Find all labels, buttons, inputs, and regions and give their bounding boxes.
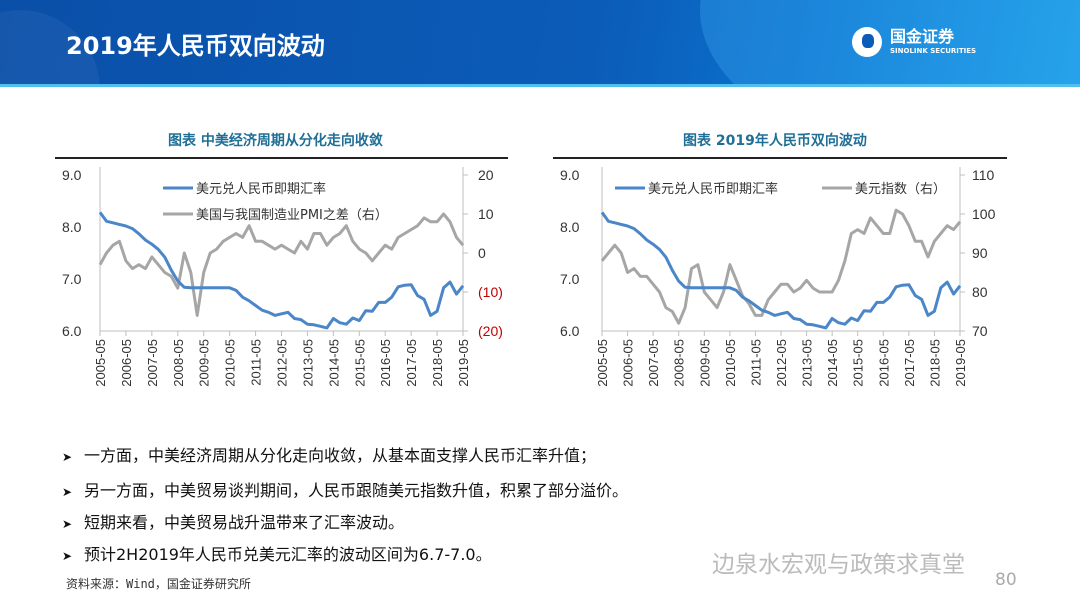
x-tick-label: 2005-05 (595, 339, 610, 387)
x-tick-label: 2013-05 (300, 339, 315, 387)
right-tick-label: 80 (972, 284, 988, 300)
x-tick-label: 2011-05 (249, 339, 264, 386)
right-tick-label: 100 (972, 206, 996, 222)
x-tick-label: 2012-05 (774, 339, 789, 387)
x-tick-label: 2014-05 (825, 339, 840, 387)
x-tick-label: 2010-05 (723, 339, 738, 387)
x-tick-label: 2019-05 (456, 339, 471, 387)
right-tick-label: 20 (478, 167, 494, 183)
x-tick-label: 2006-05 (621, 339, 636, 387)
arrow-right-icon: ➤ (62, 549, 73, 563)
x-tick-label: 2014-05 (326, 339, 341, 387)
x-tick-label: 2007-05 (646, 339, 661, 387)
logo-en: SINOLINK SECURITIES (890, 47, 977, 55)
x-tick-label: 2013-05 (800, 339, 815, 387)
right-tick-label: (10) (478, 284, 503, 300)
x-tick-label: 2005-05 (93, 339, 108, 387)
left-tick-label: 9.0 (62, 167, 82, 183)
right-tick-label: 110 (972, 167, 995, 183)
bullet-text: 一方面，中美经济周期从分化走向收敛，从基本面支撑人民币汇率升值； (84, 446, 597, 465)
bullet-item: ➤ 另一方面，中美贸易谈判期间，人民币跟随美元指数升值，积累了部分溢价。 (62, 477, 628, 501)
series-line-usdcny (600, 211, 962, 330)
x-tick-label: 2015-05 (851, 339, 866, 387)
x-tick-label: 2010-05 (223, 339, 238, 387)
charts-canvas: 6.0 7.0 8.0 9.0 (20) (10) 0 10 20 2005-05 2006-05 2… (62, 167, 996, 387)
legend-label: 美元兑人民币即期汇率 (648, 181, 778, 197)
x-tick-label: 2015-05 (352, 339, 367, 387)
page-number: 80 (995, 570, 1017, 590)
x-tick-label: 2016-05 (876, 339, 891, 387)
left-tick-label: 8.0 (62, 219, 82, 235)
left-tick-label: 7.0 (560, 271, 580, 287)
header-stripe (0, 84, 1080, 87)
bullet-text: 预计2H2019年人民币兑美元汇率的波动区间为6.7-7.0。 (84, 545, 492, 564)
bullet-item: ➤ 一方面，中美经济周期从分化走向收敛，从基本面支撑人民币汇率升值； (62, 442, 596, 466)
right-tick-label: 90 (972, 245, 988, 261)
slide-title: 2019年人民币双向波动 (66, 32, 325, 60)
right-tick-label: 10 (478, 206, 494, 222)
x-tick-label: 2016-05 (378, 339, 393, 387)
left-tick-label: 9.0 (560, 167, 580, 183)
left-tick-label: 7.0 (62, 271, 82, 287)
x-tick-label: 2017-05 (902, 339, 917, 387)
legend-label: 美元兑人民币即期汇率 (196, 181, 326, 197)
x-tick-label: 2018-05 (430, 339, 445, 387)
arrow-right-icon: ➤ (62, 485, 73, 499)
slide-header: 2019年人民币双向波动 国金证券 SINOLINK SECURITIES (0, 0, 1080, 84)
legend-label: 美元指数（右） (855, 182, 946, 197)
x-tick-label: 2019-05 (953, 339, 968, 387)
bullet-item: ➤ 预计2H2019年人民币兑美元汇率的波动区间为6.7-7.0。 (62, 541, 492, 565)
x-tick-label: 2006-05 (119, 339, 134, 387)
bullet-text: 短期来看，中美贸易战升温带来了汇率波动。 (84, 513, 405, 532)
bullet-item: ➤ 短期来看，中美贸易战升温带来了汇率波动。 (62, 509, 404, 533)
chart-2-rule (553, 157, 1007, 159)
arrow-right-icon: ➤ (62, 450, 73, 464)
left-tick-label: 6.0 (560, 323, 580, 339)
header-decoration (700, 0, 1080, 84)
chart-2-title: 图表 2019年人民币双向波动 (683, 133, 867, 149)
x-tick-label: 2008-05 (171, 339, 186, 387)
x-tick-label: 2007-05 (145, 339, 160, 387)
x-tick-label: 2008-05 (672, 339, 687, 387)
x-tick-label: 2011-05 (748, 339, 763, 386)
series-line-secondary (600, 208, 962, 325)
x-tick-label: 2009-05 (697, 339, 712, 387)
right-tick-label: (20) (478, 323, 503, 339)
right-tick-label: 70 (972, 323, 988, 339)
chart-1-title: 图表 中美经济周期从分化走向收敛 (168, 133, 383, 149)
series-line-secondary (98, 212, 465, 317)
x-tick-label: 2018-05 (927, 339, 942, 387)
source-note: 资料来源：Wind，国金证券研究所 (66, 577, 251, 591)
bullet-text: 另一方面，中美贸易谈判期间，人民币跟随美元指数升值，积累了部分溢价。 (84, 481, 629, 500)
left-tick-label: 8.0 (560, 219, 580, 235)
watermark: 边泉水宏观与政策求真堂 (712, 552, 965, 578)
legend-label: 美国与我国制造业PMI之差（右） (196, 208, 388, 223)
left-tick-label: 6.0 (62, 323, 82, 339)
x-tick-label: 2017-05 (404, 339, 419, 387)
x-tick-label: 2012-05 (275, 339, 290, 387)
series-line-usdcny (98, 211, 465, 330)
right-tick-label: 0 (478, 245, 486, 261)
company-logo: 国金证券 SINOLINK SECURITIES (852, 27, 976, 57)
logo-icon (852, 27, 882, 57)
chart-1-rule (55, 157, 508, 159)
x-tick-label: 2009-05 (197, 339, 212, 387)
logo-cn: 国金证券 (890, 27, 955, 46)
arrow-right-icon: ➤ (62, 517, 73, 531)
